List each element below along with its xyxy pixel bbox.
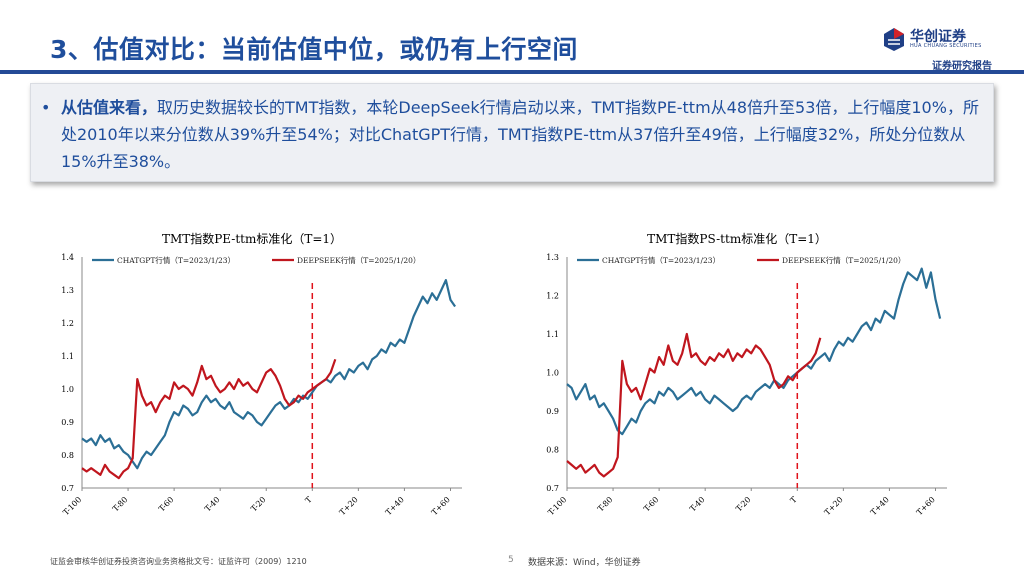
- x-tick-label: T+40: [869, 495, 891, 517]
- summary-body: 取历史数据较长的TMT指数，本轮DeepSeek行情启动以来，TMT指数PE-t…: [61, 98, 979, 171]
- x-tick-label: T: [304, 495, 315, 506]
- summary-callout: • 从估值来看，取历史数据较长的TMT指数，本轮DeepSeek行情启动以来，T…: [30, 83, 994, 182]
- x-tick-label: T-100: [61, 495, 83, 517]
- ps-chart-svg: TMT指数PS-ttm标准化（T=1） 0.7 0.8 0.9 1.0 1.1 1.2 1.3…: [546, 231, 947, 517]
- x-tick-label: T-40: [688, 495, 707, 514]
- brand-name-en: HUA CHUANG SECURITIES: [910, 43, 982, 49]
- license-note: 证监会审核华创证券投资咨询业务资格批文号：证监许可（2009）1210: [50, 557, 307, 566]
- page-number: 5: [508, 555, 514, 565]
- bullet-icon: •: [41, 98, 51, 117]
- x-tick-label: T-20: [734, 495, 753, 514]
- chart-pe: TMT指数PE-ttm标准化（T=1） 0.7 0.8 0.9 1.0 1.1 1.2 1.3…: [30, 225, 475, 534]
- y-tick-label: 1.4: [61, 253, 74, 262]
- page-title: 3、估值对比：当前估值中位，或仍有上行空间: [50, 35, 578, 64]
- y-tick-label: 0.7: [61, 484, 74, 493]
- y-tick-label: 0.7: [546, 484, 559, 493]
- series-deepseek-line: [81, 358, 337, 480]
- y-tick-label: 1.1: [546, 330, 559, 339]
- chart-ps: TMT指数PS-ttm标准化（T=1） 0.7 0.8 0.9 1.0 1.1 1.2 1.3…: [515, 225, 960, 534]
- y-tick-label: 1.2: [546, 292, 559, 301]
- series-chatgpt-line: [81, 278, 457, 470]
- y-tick-label: 0.9: [61, 418, 74, 427]
- summary-text: 从估值来看，取历史数据较长的TMT指数，本轮DeepSeek行情启动以来，TMT…: [61, 94, 991, 175]
- x-tick-label: T-100: [546, 495, 568, 517]
- x-tick-label: T-80: [111, 495, 130, 514]
- brand-logo: 华创证券 HUA CHUANG SECURITIES: [882, 26, 992, 56]
- y-tick-label: 1.2: [61, 319, 74, 328]
- x-tick-label: T-20: [249, 495, 268, 514]
- chart-title: TMT指数PS-ttm标准化（T=1）: [647, 231, 827, 246]
- series-deepseek-line: [566, 332, 822, 478]
- summary-lead: 从估值来看，: [61, 98, 158, 117]
- x-tick-label: T+60: [430, 495, 452, 517]
- series-chatgpt-line: [566, 267, 942, 436]
- brand-name: 华创证券: [910, 29, 966, 45]
- x-tick-label: T+40: [384, 495, 406, 517]
- y-tick-label: 1.1: [61, 352, 74, 361]
- legend-chatgpt-label: CHATGPT行情（T=2023/1/23）: [602, 255, 720, 265]
- y-tick-label: 0.8: [546, 446, 559, 455]
- x-tick-label: T+60: [915, 495, 937, 517]
- y-tick-label: 1.3: [61, 286, 74, 295]
- y-tick-label: 1.0: [546, 369, 559, 378]
- logo-icon: [884, 28, 904, 51]
- header-divider: [0, 70, 1024, 74]
- x-tick-label: T: [789, 495, 800, 506]
- report-tag: 证券研究报告: [932, 61, 992, 72]
- y-tick-label: 0.9: [546, 407, 559, 416]
- x-tick-label: T-80: [596, 495, 615, 514]
- x-tick-label: T-40: [203, 495, 222, 514]
- legend-deepseek-label: DEEPSEEK行情（T=2025/1/20）: [782, 255, 905, 265]
- y-tick-label: 1.3: [546, 253, 559, 262]
- x-tick-label: T+20: [338, 495, 360, 517]
- y-tick-label: 0.8: [61, 451, 74, 460]
- pe-chart-svg: TMT指数PE-ttm标准化（T=1） 0.7 0.8 0.9 1.0 1.1 1.2 1.3…: [61, 231, 462, 517]
- legend-chatgpt-label: CHATGPT行情（T=2023/1/23）: [117, 255, 235, 265]
- chart-title: TMT指数PE-ttm标准化（T=1）: [162, 231, 342, 246]
- x-tick-label: T-60: [157, 495, 176, 514]
- x-tick-label: T-60: [642, 495, 661, 514]
- x-tick-label: T+20: [823, 495, 845, 517]
- data-source: 数据来源：Wind，华创证券: [528, 558, 641, 568]
- legend-deepseek-label: DEEPSEEK行情（T=2025/1/20）: [297, 255, 420, 265]
- y-tick-label: 1.0: [61, 385, 74, 394]
